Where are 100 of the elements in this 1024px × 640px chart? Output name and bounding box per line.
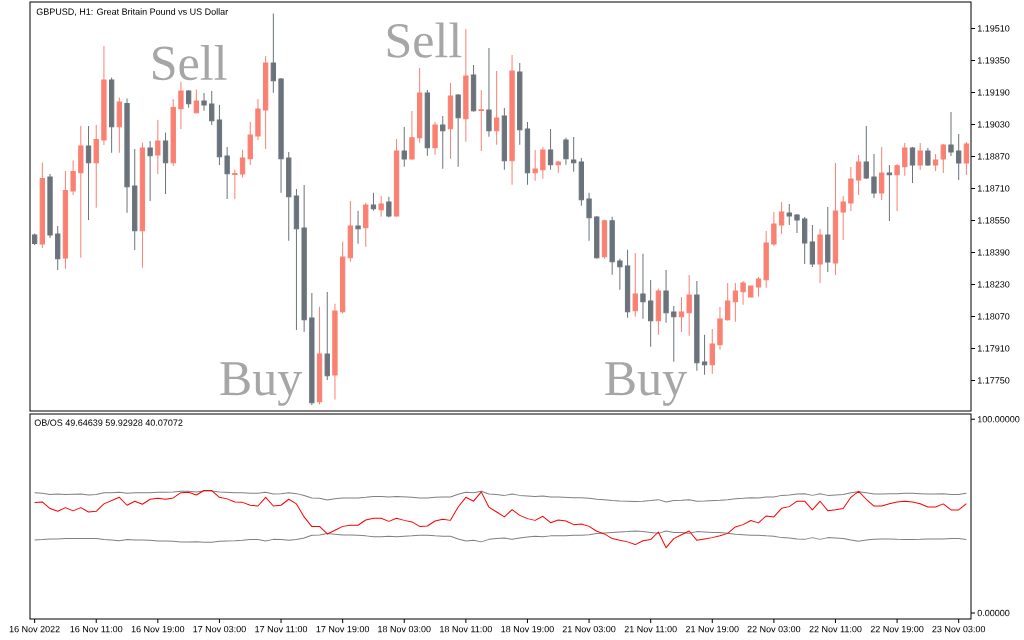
y-tick-label: 1.18550 [977, 217, 1010, 224]
candlestick [124, 97, 130, 214]
candlestick [486, 47, 492, 138]
annotation: Buy [220, 362, 303, 406]
x-tick-label: 17 Nov 11:00 [255, 625, 308, 633]
candlestick [802, 216, 808, 265]
y-tick-label: 1.18390 [977, 249, 1010, 256]
candlestick [879, 146, 885, 201]
y-tick-label: 1.19350 [977, 57, 1010, 64]
y-tick-label: 0.00000 [977, 609, 1010, 617]
candlestick [78, 125, 84, 259]
candlestick [116, 96, 122, 154]
x-tick-label: 17 Nov 19:00 [316, 625, 370, 633]
chart-title: OB/OS 49.64639 59.92928 40.07072 [34, 419, 183, 426]
candlestick [370, 192, 377, 212]
candlestick [701, 334, 708, 376]
x-tick-label: 16 Nov 2022 [9, 625, 60, 633]
candlestick [347, 200, 354, 263]
candlestick [509, 54, 515, 186]
candlestick [840, 195, 846, 241]
candlestick [170, 98, 176, 167]
candlestick [286, 151, 292, 242]
candlestick [948, 111, 954, 157]
candlestick [155, 119, 161, 175]
candlestick [686, 274, 692, 337]
candlestick [725, 282, 731, 322]
candlestick [571, 136, 577, 173]
annotation: Buy [605, 362, 687, 406]
candlestick [85, 125, 92, 221]
candlestick [786, 203, 792, 226]
candlestick [848, 166, 854, 212]
candlestick [39, 161, 45, 249]
candlestick [278, 77, 284, 194]
candlestick [655, 288, 662, 336]
candlestick [586, 192, 592, 242]
candlestick [940, 143, 946, 174]
candlestick [324, 291, 330, 381]
candlestick [871, 153, 877, 199]
candlestick [332, 303, 338, 400]
candlestick [640, 253, 646, 320]
candlestick [401, 126, 407, 168]
candlestick [470, 64, 477, 113]
candlestick [717, 306, 723, 351]
candlestick [740, 280, 746, 306]
candlestick [70, 159, 76, 196]
candlestick [678, 296, 685, 333]
candlestick [902, 142, 908, 177]
candlestick [632, 252, 638, 318]
candlestick [617, 258, 623, 291]
candlestick [247, 121, 253, 166]
y-tick-label: 1.18230 [977, 281, 1010, 288]
candlestick [363, 202, 369, 248]
x-tick-label: 22 Nov 19:00 [870, 625, 924, 633]
candlestick [863, 125, 869, 180]
candlestick [139, 141, 146, 269]
candlestick [917, 142, 923, 171]
candlestick [55, 225, 61, 271]
candlestick [778, 201, 785, 235]
x-tick-label: 18 Nov 19:00 [501, 625, 554, 633]
candlestick [270, 12, 276, 94]
candlestick [594, 215, 600, 260]
candlestick [601, 219, 608, 260]
candlestick [409, 110, 415, 161]
candlestick [47, 173, 53, 239]
candlestick [309, 292, 315, 406]
candlestick [293, 188, 300, 331]
candlestick [386, 196, 392, 218]
x-tick-label: 17 Nov 03:00 [193, 625, 246, 633]
candlestick [609, 216, 615, 276]
candlestick [93, 124, 99, 209]
candlestick [671, 305, 677, 363]
candlestick [732, 282, 739, 323]
candlestick [547, 128, 554, 171]
candlestick [108, 76, 115, 154]
annotation: Sell [153, 45, 227, 81]
candlestick [440, 115, 446, 170]
candlestick [555, 160, 561, 174]
candlestick [578, 157, 585, 207]
x-tick-label: 16 Nov 11:00 [70, 625, 123, 633]
candlestick [694, 280, 700, 372]
candlestick [809, 224, 816, 268]
candlestick [524, 121, 531, 186]
candlestick [709, 328, 715, 375]
candlestick [563, 137, 569, 166]
candlestick [932, 153, 939, 172]
candlestick [648, 279, 654, 348]
candlestick [755, 276, 762, 298]
candlestick [794, 213, 800, 234]
candlestick [339, 241, 346, 314]
x-tick-label: 18 Nov 03:00 [378, 625, 431, 633]
candlestick [216, 104, 223, 166]
candlestick [162, 131, 169, 195]
candlestick [393, 138, 400, 218]
candlestick [262, 55, 269, 150]
x-tick-label: 22 Nov 03:00 [747, 625, 801, 633]
candlestick [447, 82, 454, 160]
candlestick [748, 284, 754, 299]
candlestick [255, 98, 261, 141]
text: GBPUSD, H1: Great Britain Pound vs US Dollar [36, 8, 228, 16]
candlestick [378, 195, 384, 218]
